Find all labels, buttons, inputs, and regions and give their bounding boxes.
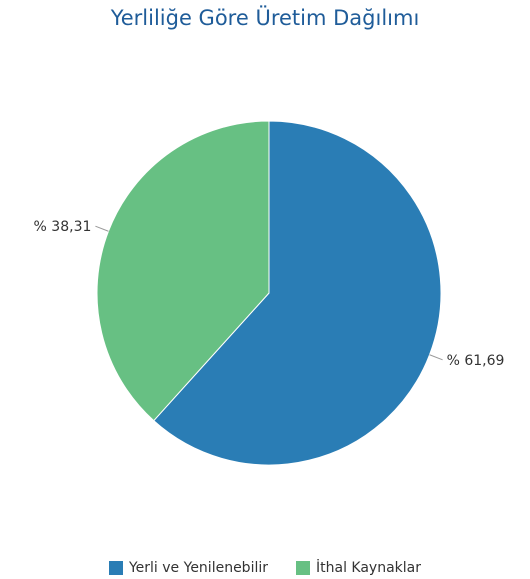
legend-label: Yerli ve Yenilenebilir [128,560,268,576]
leader-line-1 [95,225,109,232]
slice-label-1: % 38,31 [34,219,92,235]
chart-title: Yerliliğe Göre Üretim Dağılımı [110,6,420,30]
slice-label-0: % 61,69 [447,353,505,369]
pie-slice-0[interactable] [153,120,442,466]
legend-swatch [108,561,123,575]
legend-item-yerli[interactable]: Yerli ve Yenilenebilir [108,560,268,576]
legend-label: İthal Kaynaklar [316,560,421,576]
legend-item-ithal[interactable]: İthal Kaynaklar [296,560,421,576]
leader-line-0 [429,354,443,361]
legend-swatch [296,561,310,575]
legend: Yerli ve Yenilenebilir İthal Kaynaklar [0,560,530,576]
